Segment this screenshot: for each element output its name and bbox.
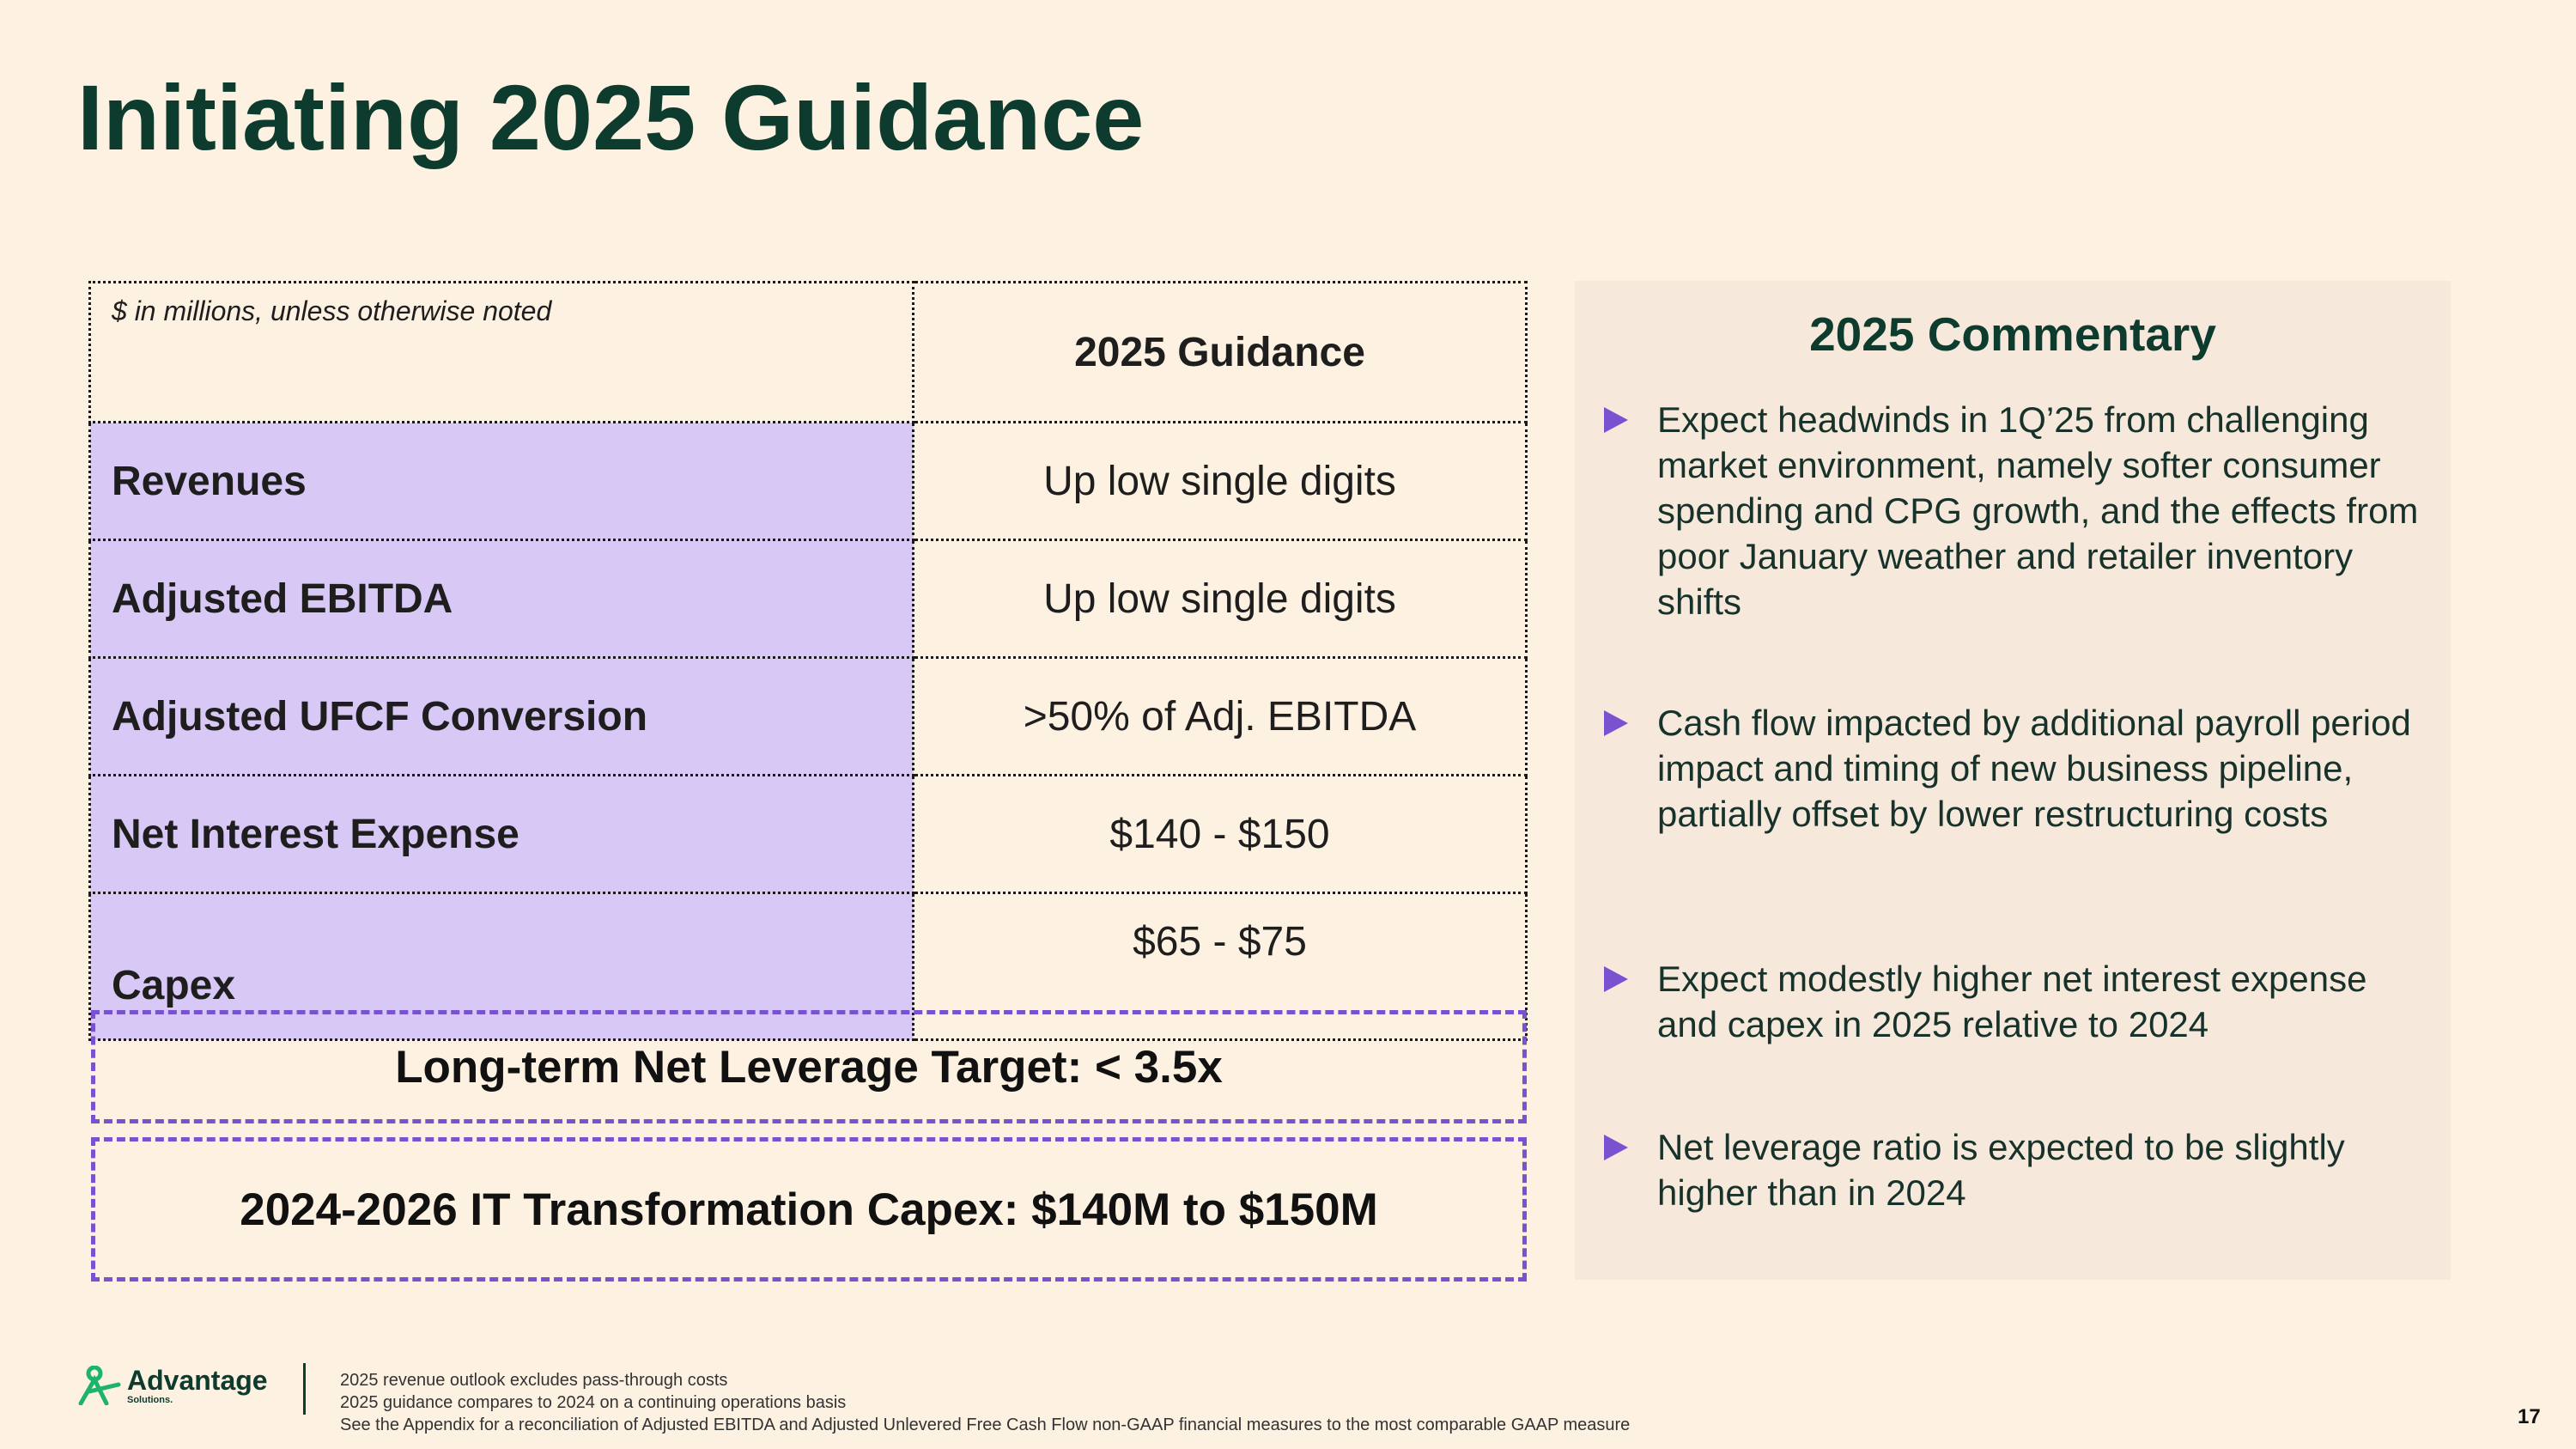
advantage-logo: Advantage Solutions. bbox=[77, 1366, 268, 1405]
table-row: Adjusted EBITDA Up low single digits bbox=[88, 539, 1528, 659]
leverage-target-text: Long-term Net Leverage Target: < 3.5x bbox=[395, 1041, 1223, 1093]
row-label: Adjusted UFCF Conversion bbox=[88, 656, 914, 776]
column-header-2025-guidance: 2025 Guidance bbox=[912, 281, 1528, 423]
row-label: Adjusted EBITDA bbox=[88, 539, 914, 659]
table-row: Capex $65 - $75 bbox=[88, 892, 1528, 1041]
bullet-text: Cash flow impacted by additional payroll… bbox=[1657, 703, 2411, 834]
bullet-text: Expect modestly higher net interest expe… bbox=[1657, 959, 2367, 1044]
row-value: $140 - $150 bbox=[912, 774, 1528, 894]
units-note: $ in millions, unless otherwise noted bbox=[88, 281, 914, 423]
leverage-target-callout: Long-term Net Leverage Target: < 3.5x bbox=[91, 1010, 1527, 1123]
commentary-bullet: Expect headwinds in 1Q’25 from challengi… bbox=[1604, 397, 2428, 624]
guidance-table: $ in millions, unless otherwise noted 20… bbox=[88, 281, 1528, 1041]
bullet-arrow-icon bbox=[1604, 1135, 1628, 1160]
row-label: Net Interest Expense bbox=[88, 774, 914, 894]
bullet-text: Expect headwinds in 1Q’25 from challengi… bbox=[1657, 399, 2419, 622]
page-number: 17 bbox=[2518, 1405, 2541, 1428]
bullet-arrow-icon bbox=[1604, 966, 1628, 992]
bullet-arrow-icon bbox=[1604, 407, 1628, 433]
table-row: Revenues Up low single digits bbox=[88, 421, 1528, 541]
logo-subtext: Solutions. bbox=[127, 1394, 173, 1405]
row-label: Capex bbox=[88, 892, 914, 1041]
commentary-bullet: Net leverage ratio is expected to be sli… bbox=[1604, 1124, 2428, 1215]
row-label: Revenues bbox=[88, 421, 914, 541]
footnote: 2025 revenue outlook excludes pass-throu… bbox=[340, 1371, 728, 1390]
row-value: $65 - $75 bbox=[912, 892, 1528, 1041]
table-row: Adjusted UFCF Conversion >50% of Adj. EB… bbox=[88, 656, 1528, 776]
row-value: >50% of Adj. EBITDA bbox=[912, 656, 1528, 776]
footnote: See the Appendix for a reconciliation of… bbox=[340, 1416, 1631, 1434]
commentary-bullet: Cash flow impacted by additional payroll… bbox=[1604, 700, 2428, 837]
page-title: Initiating 2025 Guidance bbox=[77, 65, 1145, 169]
bullet-text: Net leverage ratio is expected to be sli… bbox=[1657, 1127, 2345, 1213]
footnotes: 2025 revenue outlook excludes pass-throu… bbox=[340, 1369, 1630, 1436]
it-capex-callout: 2024-2026 IT Transformation Capex: $140M… bbox=[91, 1137, 1527, 1282]
commentary-panel: 2025 Commentary Expect headwinds in 1Q’2… bbox=[1575, 281, 2451, 1280]
bullet-arrow-icon bbox=[1604, 710, 1628, 736]
footnote: 2025 guidance compares to 2024 on a cont… bbox=[340, 1393, 847, 1412]
it-capex-text: 2024-2026 IT Transformation Capex: $140M… bbox=[240, 1184, 1378, 1235]
logo-wordmark: Advantage bbox=[127, 1364, 268, 1396]
commentary-bullet: Expect modestly higher net interest expe… bbox=[1604, 956, 2428, 1047]
row-value: Up low single digits bbox=[912, 421, 1528, 541]
row-value: Up low single digits bbox=[912, 539, 1528, 659]
table-header-row: $ in millions, unless otherwise noted 20… bbox=[88, 281, 1528, 423]
commentary-heading: 2025 Commentary bbox=[1809, 307, 2216, 361]
footer-divider bbox=[303, 1363, 306, 1415]
advantage-logo-icon bbox=[78, 1366, 121, 1405]
table-row: Net Interest Expense $140 - $150 bbox=[88, 774, 1528, 894]
